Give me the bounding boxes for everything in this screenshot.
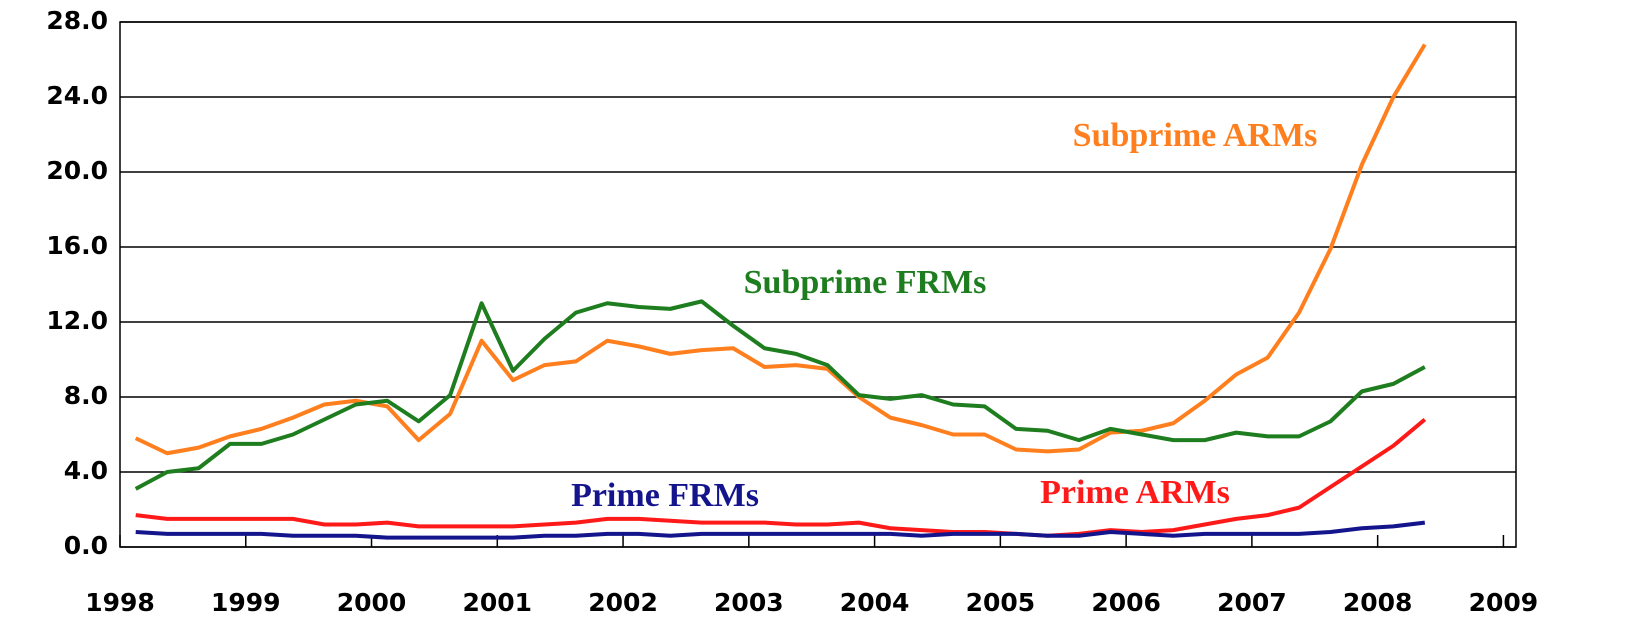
x-tick-label: 2003	[714, 588, 784, 617]
y-tick-label: 24.0	[46, 81, 108, 110]
plot-frame	[119, 21, 1517, 548]
y-tick-label: 4.0	[64, 456, 108, 485]
x-tick-label: 2002	[588, 588, 658, 617]
x-tick-label: 1999	[211, 588, 281, 617]
series-line	[134, 43, 1427, 456]
x-tick-label: 2007	[1217, 588, 1287, 617]
series-label: Subprime ARMs	[1073, 117, 1318, 154]
y-tick-label: 0.0	[64, 531, 108, 560]
x-tick-label: 1998	[85, 588, 155, 617]
series-line	[135, 417, 1427, 538]
series-line	[134, 299, 1426, 491]
x-tick-label: 2005	[966, 588, 1036, 617]
y-tick-label: 12.0	[46, 306, 108, 335]
y-tick-label: 16.0	[46, 231, 108, 260]
y-tick-label: 8.0	[64, 381, 108, 410]
series-label: Prime FRMs	[571, 477, 759, 514]
x-tick-label: 2000	[337, 588, 407, 617]
x-tick-label: 2001	[463, 588, 533, 617]
series-label: Subprime FRMs	[744, 264, 987, 301]
y-tick-label: 28.0	[46, 6, 108, 35]
y-tick-label: 20.0	[46, 156, 108, 185]
x-tick-label: 2009	[1469, 588, 1539, 617]
series-line	[135, 520, 1426, 540]
series-label: Prime ARMs	[1040, 474, 1230, 511]
x-tick-label: 2006	[1091, 588, 1161, 617]
x-tick-label: 2004	[840, 588, 910, 617]
x-tick-label: 2008	[1343, 588, 1413, 617]
